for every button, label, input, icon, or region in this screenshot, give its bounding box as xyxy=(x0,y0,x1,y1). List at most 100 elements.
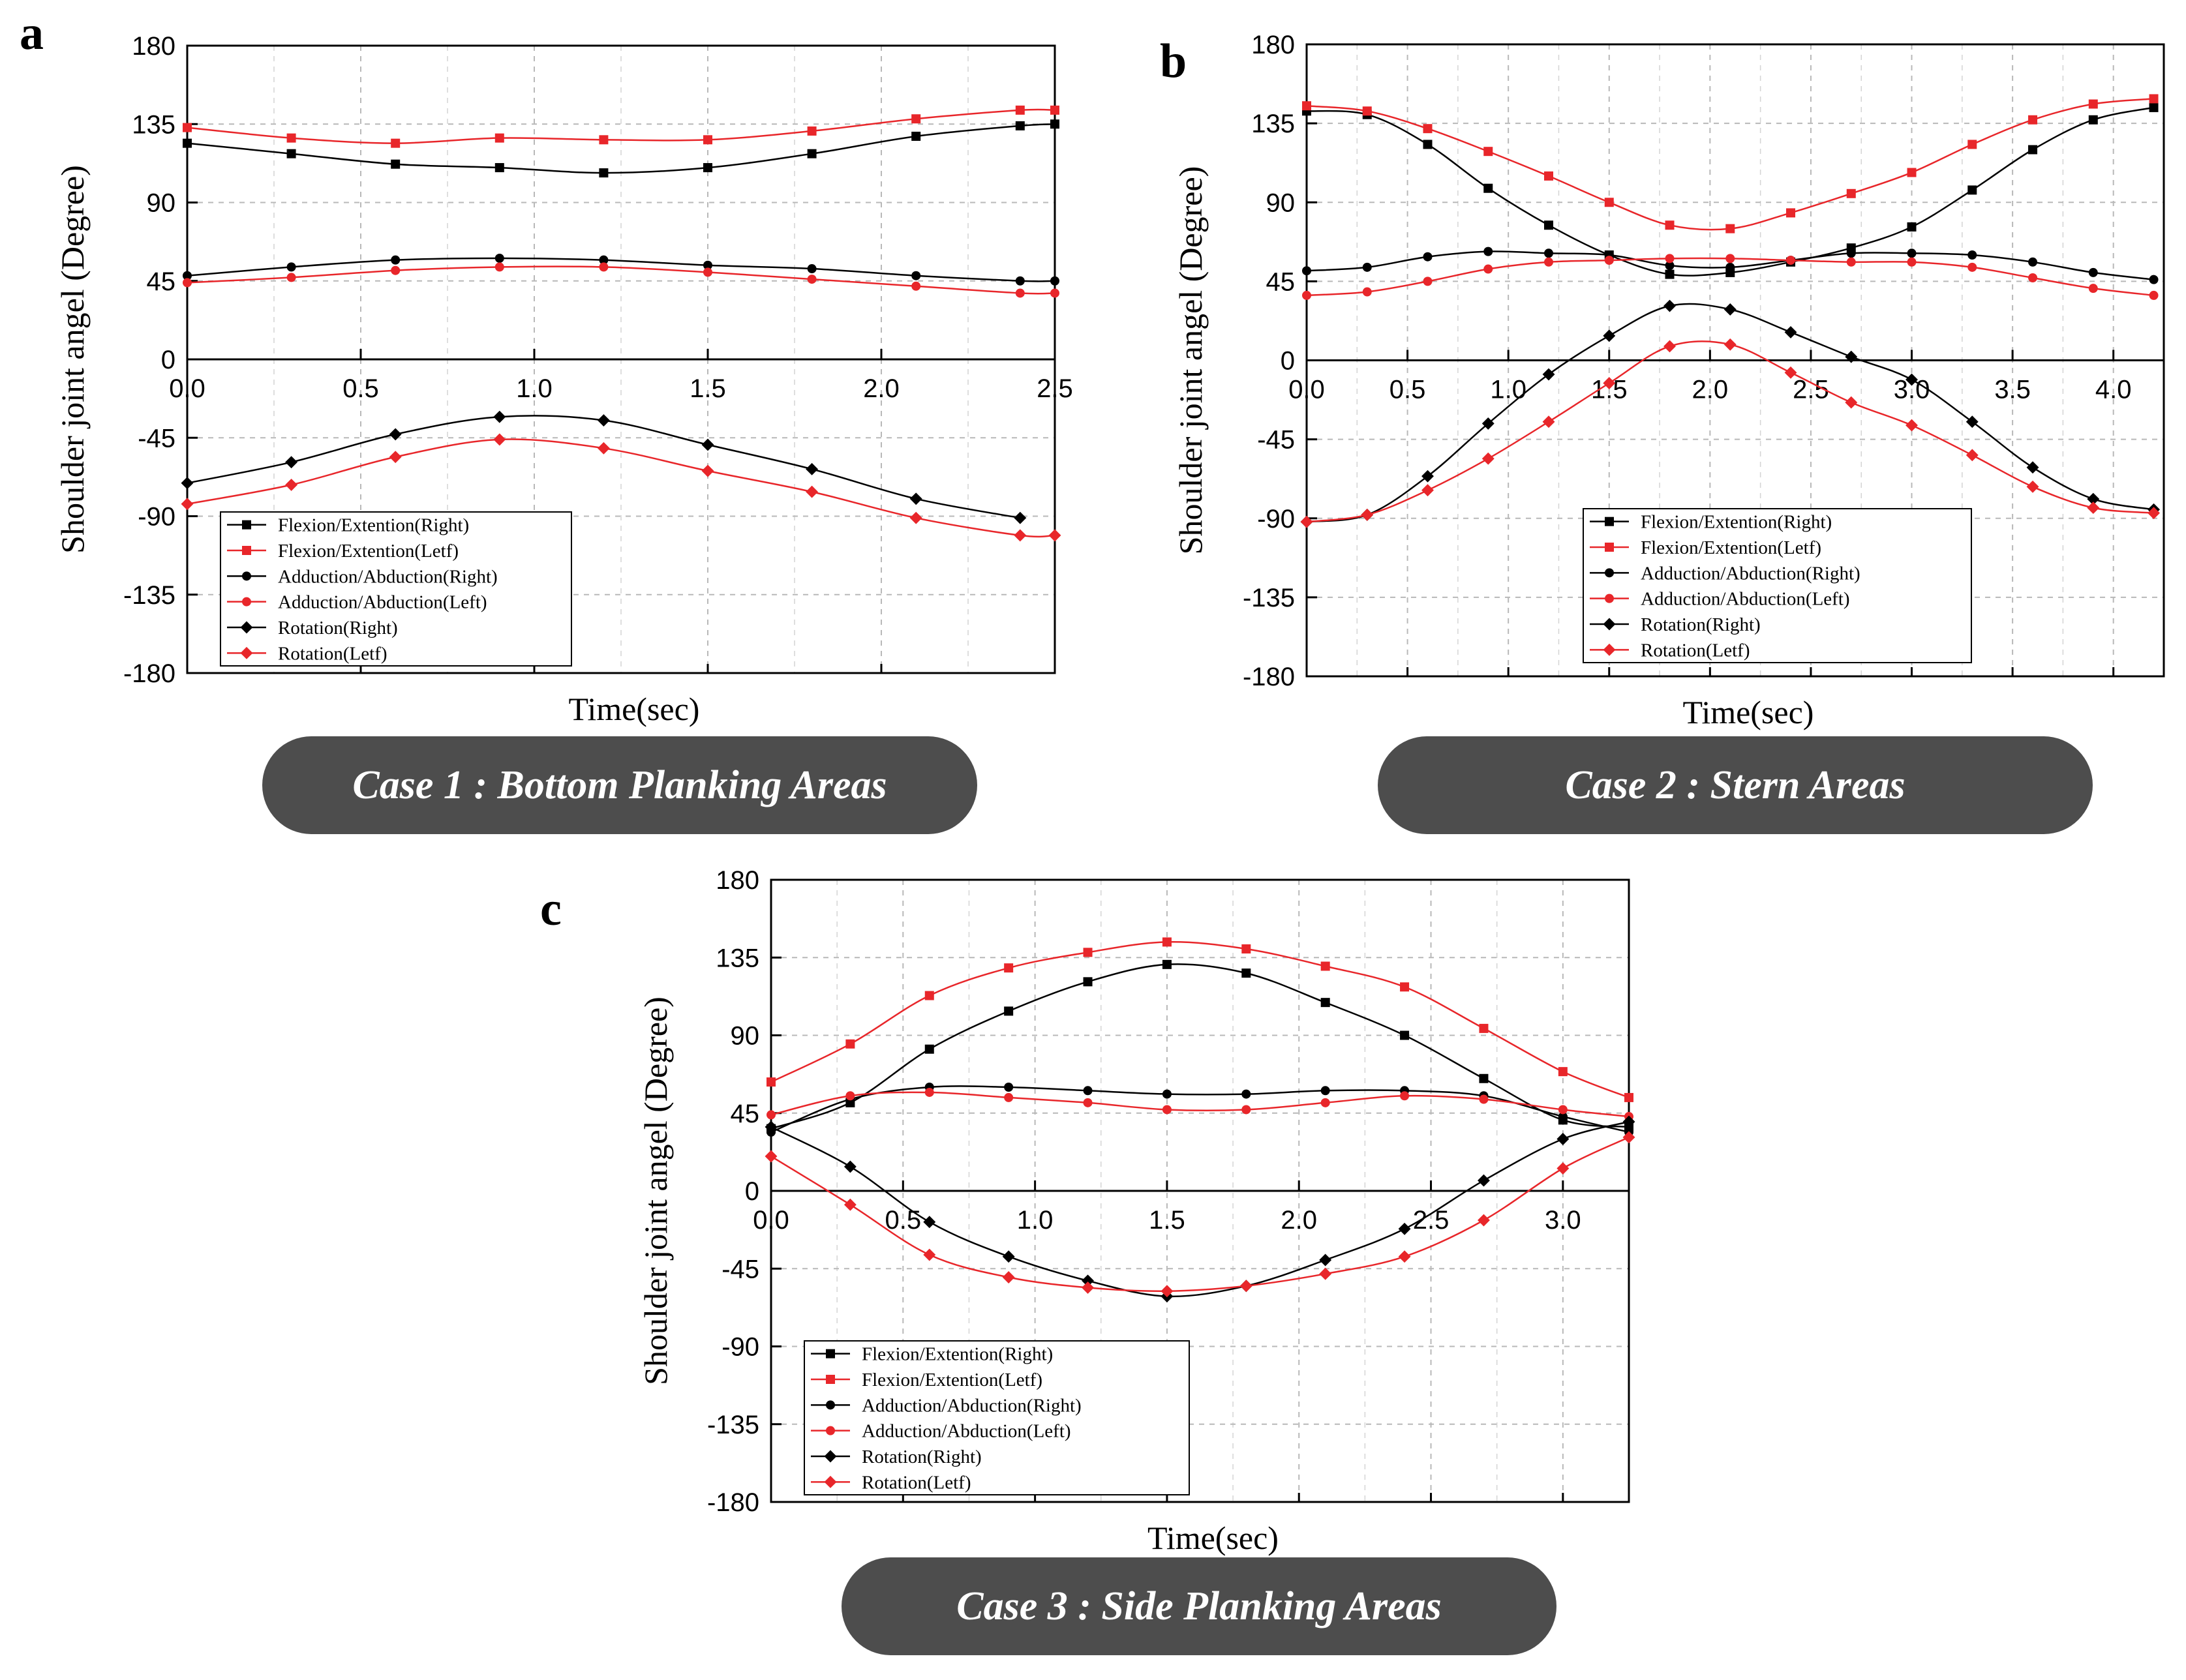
legend-label: Flexion/Extention(Letf) xyxy=(278,541,459,562)
data-point xyxy=(183,271,192,280)
data-point xyxy=(1967,185,1977,195)
y-tick-label: 0 xyxy=(161,346,175,374)
data-point xyxy=(1004,1092,1014,1102)
data-point xyxy=(807,275,817,284)
data-point xyxy=(1784,325,1797,338)
y-tick-label: -180 xyxy=(707,1488,759,1517)
data-point xyxy=(806,462,819,475)
data-point xyxy=(1725,224,1735,233)
legend-label: Rotation(Letf) xyxy=(1641,640,1750,661)
data-point xyxy=(1966,449,1979,462)
data-point xyxy=(1083,977,1093,987)
legend-swatch-marker xyxy=(826,1375,835,1384)
data-point xyxy=(701,464,714,477)
data-point xyxy=(285,456,298,469)
data-point xyxy=(1478,1174,1490,1187)
data-point xyxy=(1362,106,1372,116)
data-point xyxy=(1967,262,1977,272)
data-point xyxy=(843,1160,857,1173)
x-tick-label: 4.0 xyxy=(2095,376,2132,404)
data-point xyxy=(1362,262,1372,272)
data-point xyxy=(389,451,402,464)
x-tick-label: 1.5 xyxy=(1149,1206,1185,1235)
data-point xyxy=(1421,484,1434,497)
data-point xyxy=(2026,480,2039,493)
data-point xyxy=(599,262,609,272)
data-point xyxy=(2088,284,2098,293)
data-point xyxy=(765,1150,778,1163)
data-point xyxy=(1015,105,1025,115)
y-axis-title: Shoulder joint angel (Degree) xyxy=(54,165,91,554)
data-point xyxy=(1558,1105,1568,1115)
chart-panel-a: a 180 135 90 45 0 -45 -90 -135 -180 0.0 0.5 1.0 1.5 2.… xyxy=(20,7,1073,727)
y-tick-label: 135 xyxy=(1251,110,1295,138)
legend-swatch-marker xyxy=(1605,593,1614,603)
data-point xyxy=(2149,275,2159,284)
data-point xyxy=(1004,1083,1014,1092)
series-line xyxy=(770,1136,1630,1292)
data-point xyxy=(286,149,296,158)
y-tick-label: 90 xyxy=(731,1022,760,1051)
data-point xyxy=(1004,963,1014,973)
x-tick-label: 0.5 xyxy=(885,1206,922,1235)
chart-panel-c: c 180 135 90 45 0 -45 -90 -135 -180 0.0 0.5 1.0 1.5 2.… xyxy=(540,866,1635,1556)
y-axis-title: Shoulder joint angel (Degree) xyxy=(637,997,674,1385)
y-tick-label: -135 xyxy=(123,581,175,610)
legend-swatch-marker xyxy=(240,646,253,659)
data-point xyxy=(1846,248,1856,258)
data-point xyxy=(909,492,922,505)
data-point xyxy=(1786,256,1796,265)
legend-swatch-marker xyxy=(1603,618,1616,631)
legend-box xyxy=(1583,508,1972,663)
series-line xyxy=(187,108,1055,144)
x-tick-label: 1.0 xyxy=(1490,376,1526,404)
data-point xyxy=(1162,1105,1172,1115)
data-point xyxy=(1604,198,1614,207)
data-point xyxy=(1162,959,1172,969)
panel-letter: c xyxy=(540,882,562,936)
data-point xyxy=(2088,115,2098,125)
data-point xyxy=(1558,1112,1568,1122)
data-point xyxy=(1542,415,1555,428)
legend-swatch-marker xyxy=(826,1426,835,1435)
data-point xyxy=(1845,350,1858,363)
y-tick-label: -45 xyxy=(1257,426,1295,455)
data-point xyxy=(493,433,506,446)
data-point xyxy=(1014,511,1027,524)
data-point xyxy=(1723,303,1737,316)
x-tick-label: 1.5 xyxy=(690,374,726,403)
x-tick-label: 0.0 xyxy=(169,374,205,403)
series-adduction-abduction-right- xyxy=(767,1083,1633,1137)
data-point xyxy=(1241,944,1251,953)
x-tick-label: 2.0 xyxy=(1692,376,1729,404)
legend: Flexion/Extention(Right) Flexion/Extentio… xyxy=(220,511,572,667)
y-tick-label: 90 xyxy=(1266,188,1296,217)
data-point xyxy=(1725,254,1735,263)
series-adduction-abduction-right- xyxy=(1302,247,2159,284)
data-point xyxy=(911,271,921,280)
data-point xyxy=(1481,417,1495,430)
data-point xyxy=(2087,492,2100,505)
series-line xyxy=(187,438,1055,538)
data-point xyxy=(911,114,921,124)
legend-label: Adduction/Abduction(Left) xyxy=(278,592,487,613)
y-tick-label: 180 xyxy=(1251,31,1295,59)
data-point xyxy=(1050,119,1059,129)
data-point xyxy=(1300,515,1313,528)
x-tick-label: 2.0 xyxy=(863,374,900,403)
data-point xyxy=(2149,94,2159,104)
data-point xyxy=(1162,1089,1172,1099)
data-point xyxy=(1663,299,1676,312)
data-point xyxy=(1050,105,1059,115)
data-point xyxy=(843,1198,857,1211)
series-line xyxy=(770,963,1630,1130)
data-point xyxy=(1004,1006,1014,1016)
series-line xyxy=(187,265,1055,295)
x-axis-title: Time(sec) xyxy=(1147,1520,1279,1556)
data-point xyxy=(1966,415,1979,428)
data-point xyxy=(924,1044,934,1054)
data-point xyxy=(1398,1250,1411,1263)
data-point xyxy=(1423,252,1433,262)
data-point xyxy=(1542,368,1555,381)
